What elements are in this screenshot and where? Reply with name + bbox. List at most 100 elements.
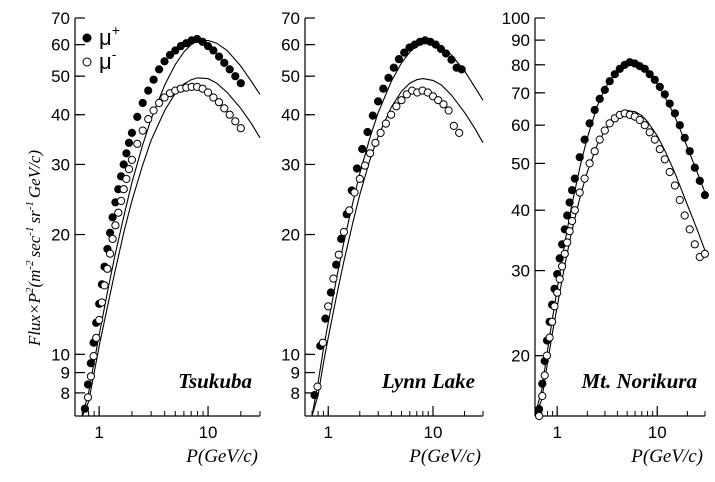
mu-plus-point [127,128,136,137]
mu-plus-point [695,176,704,185]
y-tick-label: 70 [51,9,70,28]
legend-label: μ- [99,46,117,74]
mu-minus-point [231,117,240,126]
mu-minus-point [371,138,380,147]
ylabel-part: -1 [24,227,36,236]
mu-minus-point [124,165,134,174]
mu-minus-point [111,221,120,230]
mu-plus-point [368,111,377,120]
mu-plus-point [660,90,669,99]
mu-minus-point [397,96,406,105]
y-tick-label: 10 [51,345,70,364]
mu-minus-point [350,188,359,197]
mu-plus-point [431,40,440,49]
y-tick-label: 60 [51,36,70,55]
ylabel-part: sec [25,235,44,257]
mu-plus-point [337,234,346,243]
mu-minus-point [550,302,559,311]
x-tick-label: 10 [424,423,443,442]
mu-minus-point [95,315,104,325]
mu-plus-point [600,85,609,95]
mu-plus-point [457,65,466,74]
mu-plus-point [563,211,572,220]
y-tick-label: 30 [511,262,530,281]
mu-minus-point [575,188,584,197]
mu-minus-point [117,196,126,205]
mu-plus-point [374,97,383,106]
mu-minus-point [387,110,396,119]
mu-minus-point [83,393,93,402]
mu-plus-point [585,119,594,128]
mu-plus-point [358,144,367,154]
mu-minus-point [560,249,569,258]
y-tick-label: 50 [281,67,300,86]
mu-minus-point [360,161,369,170]
mu-plus-point [321,314,330,323]
y-tick-label: 40 [281,106,300,125]
x-tick-label: 1 [324,423,333,442]
ylabel-part: (m [25,270,44,288]
mu-minus-point [324,302,333,311]
mu-plus-point [595,94,604,104]
mu-minus-point [660,155,669,164]
mu-minus-point [92,333,101,342]
mu-plus-point [203,42,213,51]
mu-plus-point [590,105,599,115]
mu-plus-point [389,63,398,72]
mu-minus-point [100,281,109,290]
y-tick-label: 30 [51,155,70,174]
mu-minus-point [542,351,552,360]
mu-minus-point [568,216,577,226]
x-tick-label: 10 [648,423,667,442]
mu-plus-point [441,49,451,58]
ylabel-part: -2 [24,260,36,270]
mu-minus-point [313,382,322,391]
y-tick-label: 20 [281,226,300,245]
mu-plus-point [384,73,393,83]
mu-plus-point [209,46,218,55]
mu-minus-point [339,227,348,237]
mu-plus-point [80,404,90,413]
mu-plus-point [535,405,544,414]
panel-title: Tsukuba [178,369,252,393]
mu-minus-point [149,106,158,115]
mu-plus-point [379,84,388,93]
mu-minus-point [690,240,699,249]
mu-plus-point [363,127,372,137]
mu-minus-point [645,128,654,137]
mu-minus-point [144,115,153,124]
y-tick-label: 100 [502,9,530,28]
y-tick-label: 90 [511,31,530,50]
mu-minus-point [209,93,218,102]
y-tick-label: 80 [511,56,530,75]
mu-plus-point [198,37,207,46]
ylabel-part: 2 [24,287,36,293]
mu-plus-point [665,99,674,108]
mu-plus-point [670,109,680,118]
mu-plus-point [160,57,169,66]
mu-minus-point [203,88,213,97]
y-tick-label: 50 [51,67,70,86]
mu-minus-point [119,185,128,194]
y-tick-label: 70 [281,9,300,28]
mu-minus-point [700,249,710,258]
mu-plus-point [640,64,649,73]
y-tick-label: 20 [51,226,70,245]
y-tick-label: 9 [61,364,70,383]
mu-plus-point [332,260,341,269]
mu-plus-point [144,86,153,95]
mu-minus-point [655,145,664,154]
mu-plus-point [108,213,117,222]
y-tick-label: 50 [511,154,530,173]
y-tick-label: 60 [281,36,300,55]
mu-plus-point [570,174,579,183]
mu-plus-point [565,198,574,207]
mu-minus-point [665,167,674,177]
x-tick-label: 1 [94,423,103,442]
mu-minus-point [236,124,245,133]
mu-plus-point [214,52,224,61]
